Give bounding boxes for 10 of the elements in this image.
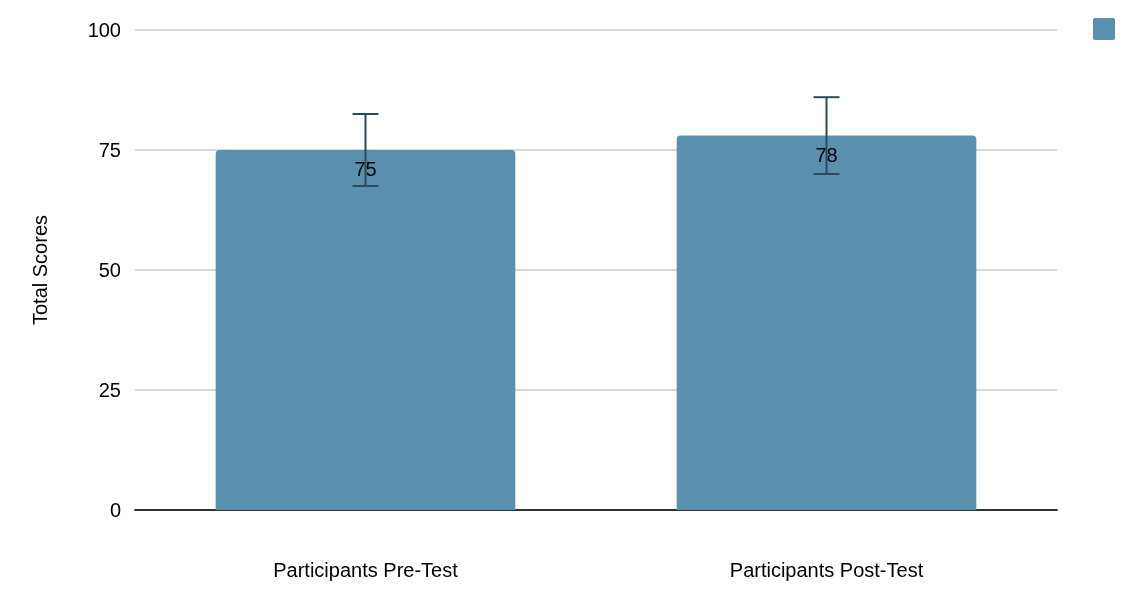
y-tick-label: 0	[109, 499, 121, 521]
y-tick-label: 25	[98, 379, 121, 401]
data-label: 75	[354, 158, 377, 180]
x-tick-label: Participants Pre-Test	[273, 559, 459, 581]
x-tick-label: Participants Post-Test	[729, 559, 924, 581]
y-tick-label: 75	[98, 139, 121, 161]
y-axis-title: Total Scores	[29, 214, 51, 326]
y-tick-label: 100	[87, 19, 121, 41]
y-tick-label: 50	[98, 259, 121, 281]
data-label: 78	[815, 143, 838, 166]
